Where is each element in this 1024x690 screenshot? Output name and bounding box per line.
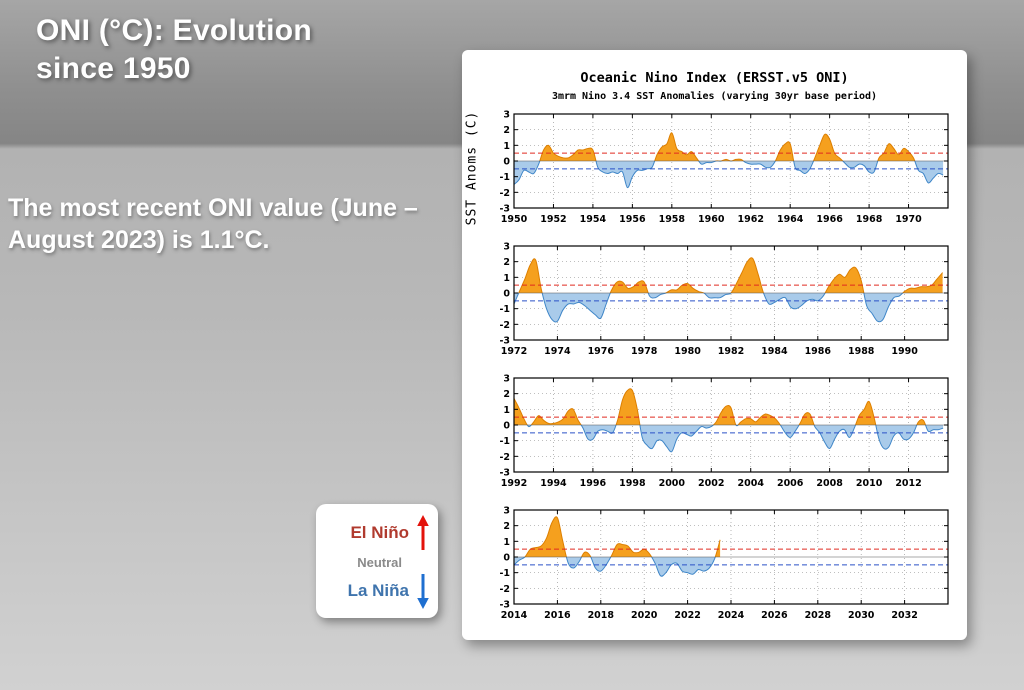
svg-text:1966: 1966 — [816, 214, 843, 225]
oni-panel-1: -3 -2 -1 0 1 2 3 1950 1952 1954 1956 1958 1960 1962 19… — [499, 110, 949, 225]
svg-text:1990: 1990 — [891, 346, 918, 357]
neutral-label: Neutral — [357, 554, 402, 570]
svg-text:2024: 2024 — [718, 610, 745, 621]
chart-panels: -3 -2 -1 0 1 2 3 1950 1952 1954 1956 1958 1960 1962 19… — [484, 110, 967, 634]
svg-text:3: 3 — [503, 242, 510, 253]
svg-text:1972: 1972 — [501, 346, 527, 357]
svg-text:-2: -2 — [499, 320, 510, 331]
chart-subtitle: 3mrm Nino 3.4 SST Anomalies (varying 30y… — [551, 91, 878, 102]
svg-text:1952: 1952 — [540, 214, 566, 225]
svg-text:1964: 1964 — [777, 214, 804, 225]
svg-text:1982: 1982 — [718, 346, 744, 357]
svg-text:2004: 2004 — [738, 478, 765, 489]
svg-text:1954: 1954 — [580, 214, 607, 225]
svg-text:1994: 1994 — [540, 478, 567, 489]
oni-panel-2: -3 -2 -1 0 1 2 3 1972 1974 1976 1978 1980 1982 1984 19… — [499, 242, 949, 357]
svg-text:0: 0 — [503, 421, 510, 432]
svg-text:0: 0 — [503, 553, 510, 564]
chart-ylabel: SST Anoms (C) — [464, 110, 480, 226]
svg-text:-1: -1 — [499, 304, 510, 315]
svg-text:0: 0 — [503, 157, 510, 168]
svg-text:2020: 2020 — [631, 610, 658, 621]
svg-text:-3: -3 — [499, 600, 510, 611]
svg-text:-1: -1 — [499, 568, 510, 579]
svg-text:2: 2 — [503, 389, 510, 400]
svg-text:2000: 2000 — [659, 478, 686, 489]
svg-text:2010: 2010 — [856, 478, 883, 489]
svg-text:-1: -1 — [499, 436, 510, 447]
svg-text:2006: 2006 — [777, 478, 804, 489]
oni-panel-3: -3 -2 -1 0 1 2 3 1992 1994 1996 1998 2000 2002 2004 20… — [499, 374, 949, 489]
oni-panel-4: -3 -2 -1 0 1 2 3 2014 2016 2018 2020 2022 2024 2026 20… — [499, 506, 949, 621]
svg-text:2014: 2014 — [501, 610, 528, 621]
svg-text:1970: 1970 — [895, 214, 922, 225]
el-nino-row: El Niño — [324, 514, 430, 552]
svg-text:3: 3 — [503, 506, 510, 517]
svg-text:2018: 2018 — [588, 610, 615, 621]
svg-text:0: 0 — [503, 289, 510, 300]
enso-legend: El Niño Neutral La Niña — [316, 504, 438, 618]
svg-text:2022: 2022 — [674, 610, 700, 621]
oni-chart-card: Oceanic Nino Index (ERSST.v5 ONI) 3mrm N… — [462, 50, 967, 640]
svg-text:-3: -3 — [499, 468, 510, 479]
svg-text:2008: 2008 — [816, 478, 843, 489]
svg-text:2032: 2032 — [891, 610, 917, 621]
svg-text:1958: 1958 — [659, 214, 686, 225]
svg-text:1956: 1956 — [619, 214, 646, 225]
svg-text:-3: -3 — [499, 204, 510, 215]
svg-text:-3: -3 — [499, 336, 510, 347]
svg-text:1998: 1998 — [619, 478, 646, 489]
svg-text:1978: 1978 — [631, 346, 658, 357]
svg-text:1996: 1996 — [580, 478, 607, 489]
svg-text:1992: 1992 — [501, 478, 527, 489]
slide-body-text: The most recent ONI value (June – August… — [8, 194, 418, 254]
svg-text:1984: 1984 — [761, 346, 788, 357]
la-nina-row: La Niña — [324, 572, 430, 610]
slide-title-line2: since 1950 — [36, 51, 191, 85]
svg-text:1988: 1988 — [848, 346, 875, 357]
chart-title: Oceanic Nino Index (ERSST.v5 ONI) — [580, 70, 849, 86]
svg-text:1980: 1980 — [674, 346, 701, 357]
svg-text:1: 1 — [503, 273, 510, 284]
svg-text:1: 1 — [503, 405, 510, 416]
svg-text:1976: 1976 — [588, 346, 615, 357]
la-nina-down-arrow-icon — [417, 574, 429, 609]
svg-text:2026: 2026 — [761, 610, 788, 621]
svg-text:2: 2 — [503, 125, 510, 136]
svg-text:1950: 1950 — [501, 214, 528, 225]
svg-text:2: 2 — [503, 521, 510, 532]
neutral-row: Neutral — [324, 552, 430, 572]
svg-text:1: 1 — [503, 537, 510, 548]
svg-text:-2: -2 — [499, 584, 510, 595]
la-nina-label: La Niña — [347, 581, 409, 600]
svg-text:2: 2 — [503, 257, 510, 268]
svg-text:2002: 2002 — [698, 478, 724, 489]
svg-text:-2: -2 — [499, 188, 510, 199]
svg-text:-1: -1 — [499, 172, 510, 183]
el-nino-up-arrow-icon — [417, 515, 429, 550]
svg-text:1962: 1962 — [738, 214, 764, 225]
svg-text:1968: 1968 — [856, 214, 883, 225]
svg-text:2030: 2030 — [848, 610, 875, 621]
svg-text:-2: -2 — [499, 452, 510, 463]
svg-text:1986: 1986 — [805, 346, 832, 357]
svg-text:3: 3 — [503, 110, 510, 121]
svg-text:2028: 2028 — [805, 610, 832, 621]
svg-text:1974: 1974 — [544, 346, 571, 357]
svg-text:3: 3 — [503, 374, 510, 385]
svg-text:1: 1 — [503, 141, 510, 152]
slide-title: ONI (°C): Evolution since 1950 — [36, 12, 312, 87]
el-nino-label: El Niño — [350, 523, 409, 542]
slide-title-line1: ONI (°C): Evolution — [36, 14, 312, 47]
svg-text:2016: 2016 — [544, 610, 571, 621]
svg-text:1960: 1960 — [698, 214, 725, 225]
svg-text:2012: 2012 — [895, 478, 921, 489]
